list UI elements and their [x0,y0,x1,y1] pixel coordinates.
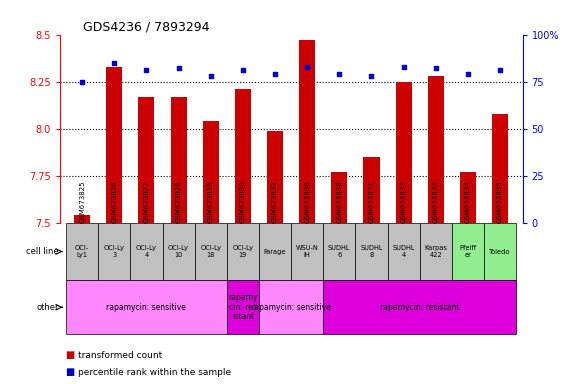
Text: ■: ■ [65,367,74,377]
Bar [428,76,444,223]
Bar [74,215,90,223]
Text: OCI-
Ly1: OCI- Ly1 [75,245,89,258]
Text: transformed count: transformed count [78,351,162,360]
Bar [395,82,412,223]
Bar [227,223,259,280]
Text: GDS4236 / 7893294: GDS4236 / 7893294 [83,20,209,33]
Text: GSM673827: GSM673827 [144,180,149,223]
Point [78,79,87,85]
Point [431,65,440,71]
Text: GSM673830: GSM673830 [240,180,246,223]
Point [239,67,248,73]
Bar [66,223,98,280]
Bar [162,223,195,280]
Bar [420,223,452,280]
Bar [106,66,122,223]
Text: GSM673829: GSM673829 [208,180,214,223]
Bar [170,97,187,223]
Point [142,67,151,73]
Text: GSM673834: GSM673834 [465,180,471,223]
Text: percentile rank within the sample: percentile rank within the sample [78,368,231,377]
Bar [364,157,379,223]
Text: GSM673836: GSM673836 [304,180,310,223]
Bar [98,223,131,280]
Text: rapamy
cin: res
istant: rapamy cin: res istant [228,293,258,321]
Text: Karpas
422: Karpas 422 [424,245,447,258]
Bar [323,223,356,280]
Text: cell line: cell line [26,247,59,256]
Text: GSM673825: GSM673825 [79,180,85,223]
Text: OCI-Ly
3: OCI-Ly 3 [104,245,125,258]
Text: GSM673831: GSM673831 [369,180,374,223]
Text: GSM673838: GSM673838 [336,180,343,223]
Text: GSM673832: GSM673832 [272,180,278,223]
Text: SUDHL
4: SUDHL 4 [392,245,415,258]
Bar [203,121,219,223]
Bar [259,280,323,334]
Bar [387,223,420,280]
Text: GSM673826: GSM673826 [111,180,117,223]
Point [399,63,408,70]
Bar [139,97,154,223]
Bar [291,223,323,280]
Text: rapamycin: sensitive: rapamycin: sensitive [107,303,186,312]
Point [174,65,183,71]
Point [270,71,279,77]
Text: GSM673828: GSM673828 [176,180,182,223]
Point [495,67,504,73]
Text: other: other [36,303,59,312]
Bar [131,223,162,280]
Point [463,71,473,77]
Bar [484,223,516,280]
Text: SUDHL
8: SUDHL 8 [360,245,383,258]
Bar [267,131,283,223]
Text: rapamycin: resistant: rapamycin: resistant [380,303,460,312]
Bar [452,223,484,280]
Text: GSM673833: GSM673833 [433,180,438,223]
Text: ■: ■ [65,350,74,360]
Bar [259,223,291,280]
Bar [356,223,387,280]
Text: OCI-Ly
19: OCI-Ly 19 [232,245,253,258]
Text: OCI-Ly
18: OCI-Ly 18 [201,245,221,258]
Text: OCI-Ly
10: OCI-Ly 10 [168,245,189,258]
Text: WSU-N
IH: WSU-N IH [296,245,319,258]
Bar [460,172,476,223]
Bar [195,223,227,280]
Text: rapamycin: sensitive: rapamycin: sensitive [251,303,331,312]
Text: OCI-Ly
4: OCI-Ly 4 [136,245,157,258]
Point [303,63,312,70]
Bar [492,114,508,223]
Point [367,73,376,79]
Bar [323,280,516,334]
Bar [227,280,259,334]
Point [206,73,215,79]
Text: Farage: Farage [264,248,286,255]
Text: GSM673837: GSM673837 [400,180,407,223]
Text: Pfeiff
er: Pfeiff er [460,245,477,258]
Text: GSM673835: GSM673835 [497,180,503,223]
Bar [235,89,251,223]
Bar [331,172,348,223]
Bar [66,280,227,334]
Point [110,60,119,66]
Bar [299,40,315,223]
Text: SUDHL
6: SUDHL 6 [328,245,350,258]
Text: Toledo: Toledo [489,248,511,255]
Point [335,71,344,77]
